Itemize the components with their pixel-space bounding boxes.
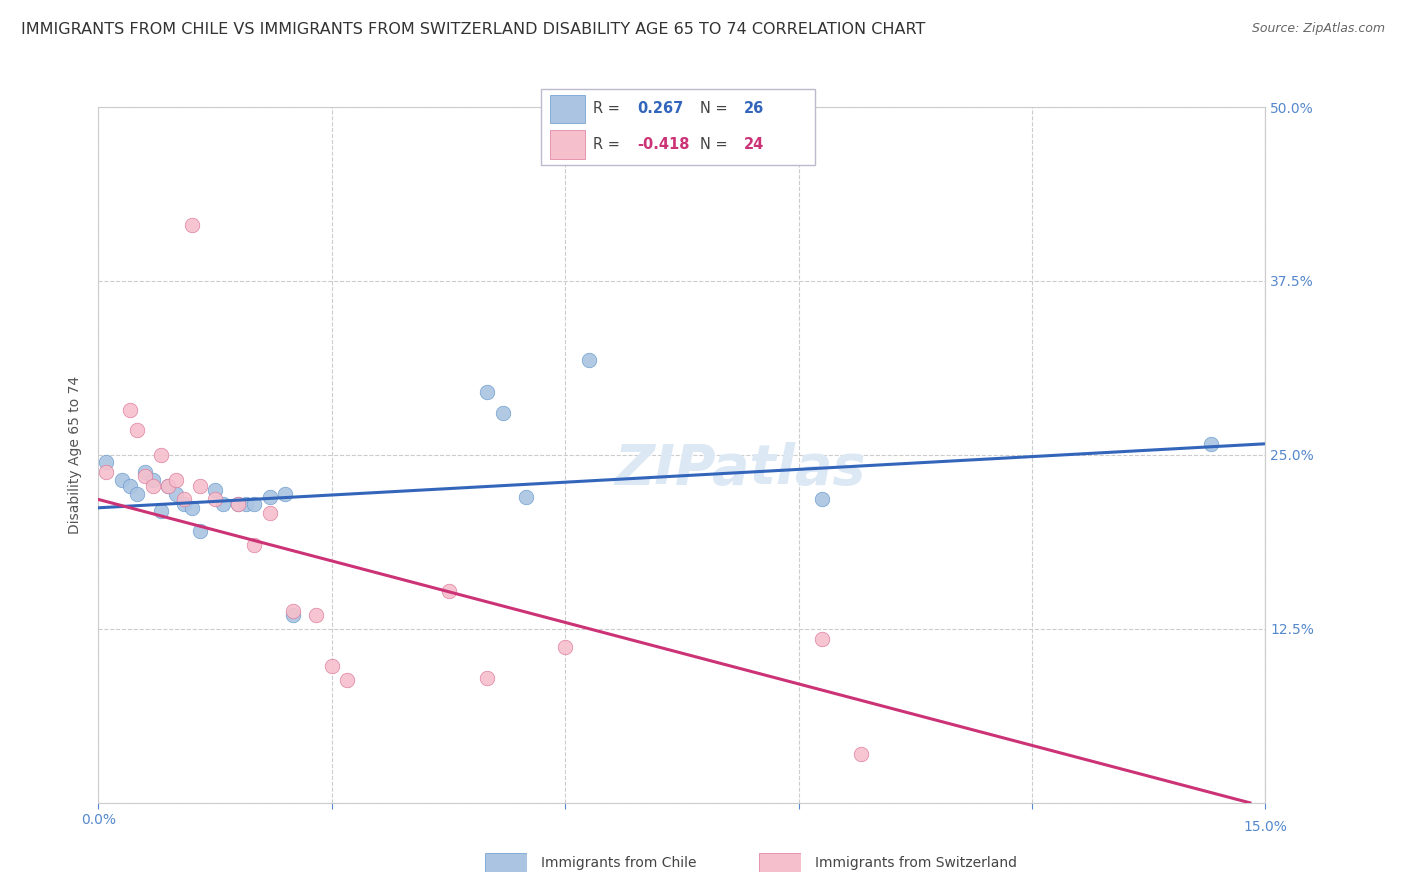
Point: [96, 465, 118, 479]
Point: [204, 492, 226, 507]
FancyBboxPatch shape: [550, 130, 585, 159]
Point: [173, 492, 195, 507]
Text: 26: 26: [744, 102, 765, 117]
Point: [281, 604, 304, 618]
Point: [96, 455, 118, 469]
Point: [188, 478, 211, 492]
Point: [578, 353, 600, 368]
Text: N =: N =: [700, 137, 733, 152]
Point: [165, 473, 187, 487]
Point: [149, 503, 172, 517]
Point: [243, 497, 266, 511]
Point: [243, 538, 266, 552]
Point: [127, 487, 149, 501]
Point: [111, 473, 134, 487]
FancyBboxPatch shape: [759, 853, 801, 872]
Text: R =: R =: [593, 102, 624, 117]
Point: [134, 468, 156, 483]
Point: [305, 607, 328, 622]
Text: 0.267: 0.267: [637, 102, 683, 117]
Point: [515, 490, 537, 504]
Point: [204, 483, 226, 497]
Point: [811, 492, 834, 507]
Point: [259, 507, 281, 521]
Point: [142, 473, 165, 487]
Point: [554, 640, 576, 654]
Text: R =: R =: [593, 137, 624, 152]
Text: 24: 24: [744, 137, 765, 152]
Point: [149, 448, 172, 462]
Point: [274, 487, 297, 501]
Point: [228, 497, 250, 511]
Point: [157, 478, 180, 492]
FancyBboxPatch shape: [541, 89, 815, 165]
Point: [180, 500, 202, 515]
Point: [492, 406, 515, 420]
Point: [118, 478, 141, 492]
Point: [127, 423, 149, 437]
Point: [849, 747, 872, 761]
Point: [188, 524, 211, 539]
Point: [165, 487, 187, 501]
Point: [157, 478, 180, 492]
Text: -0.418: -0.418: [637, 137, 690, 152]
Text: IMMIGRANTS FROM CHILE VS IMMIGRANTS FROM SWITZERLAND DISABILITY AGE 65 TO 74 COR: IMMIGRANTS FROM CHILE VS IMMIGRANTS FROM…: [21, 22, 925, 37]
Text: ZIPatlas: ZIPatlas: [614, 442, 866, 496]
Point: [235, 497, 257, 511]
Point: [811, 632, 834, 646]
Point: [437, 584, 460, 599]
Text: 15.0%: 15.0%: [1243, 821, 1288, 834]
Y-axis label: Disability Age 65 to 74: Disability Age 65 to 74: [69, 376, 83, 534]
Point: [173, 497, 195, 511]
Point: [336, 673, 359, 688]
Point: [118, 403, 141, 417]
Text: N =: N =: [700, 102, 733, 117]
Text: Source: ZipAtlas.com: Source: ZipAtlas.com: [1251, 22, 1385, 36]
Point: [281, 607, 304, 622]
Point: [228, 497, 250, 511]
Point: [259, 490, 281, 504]
Point: [180, 219, 202, 233]
Point: [477, 385, 499, 400]
Point: [1199, 437, 1222, 451]
Point: [212, 497, 235, 511]
Point: [477, 671, 499, 685]
Point: [134, 465, 156, 479]
Text: Immigrants from Switzerland: Immigrants from Switzerland: [815, 855, 1018, 870]
Point: [321, 659, 343, 673]
Text: Immigrants from Chile: Immigrants from Chile: [541, 855, 697, 870]
Point: [142, 478, 165, 492]
FancyBboxPatch shape: [485, 853, 527, 872]
FancyBboxPatch shape: [550, 95, 585, 123]
